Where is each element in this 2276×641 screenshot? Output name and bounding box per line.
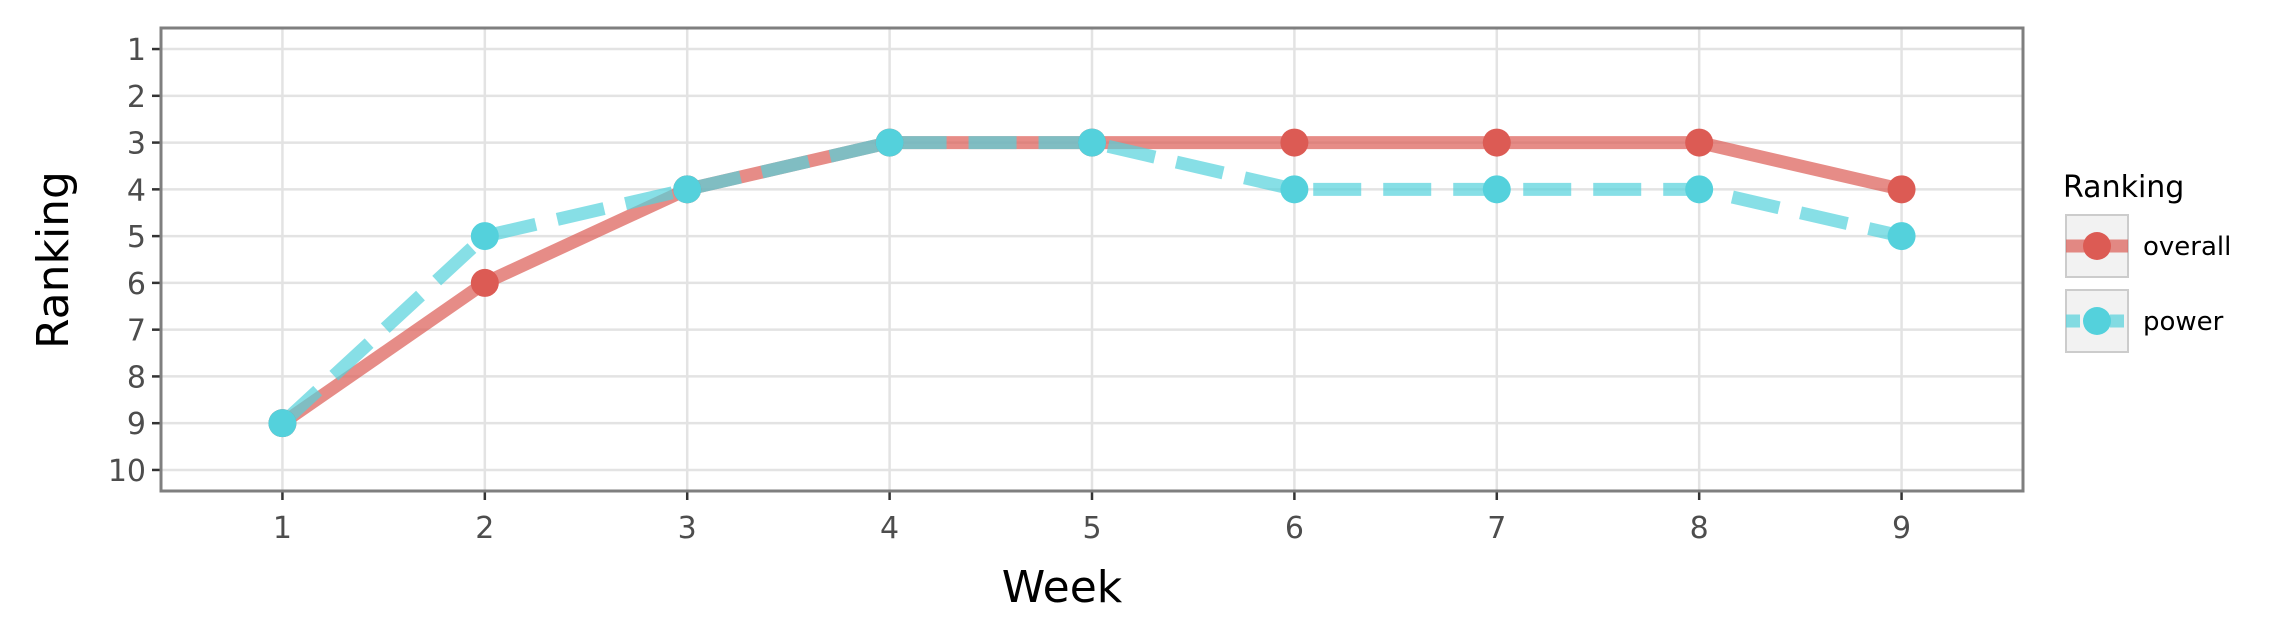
- y-tick-label: 4: [127, 173, 146, 208]
- legend-title: Ranking: [2063, 170, 2184, 205]
- data-point-power: [673, 175, 702, 204]
- x-tick-label: 9: [1892, 511, 1911, 546]
- x-tick-label: 8: [1690, 511, 1709, 546]
- y-tick-label: 6: [127, 267, 146, 302]
- y-tick-label: 10: [108, 454, 146, 489]
- data-point-power: [1685, 175, 1714, 204]
- legend-label: power: [2143, 307, 2224, 337]
- legend-item-overall: overall: [2065, 214, 2231, 278]
- y-tick-label: 5: [127, 220, 146, 255]
- legend-item-power: power: [2065, 289, 2224, 353]
- legend-label: overall: [2143, 232, 2231, 262]
- data-point-overall: [1482, 128, 1511, 157]
- data-point-overall: [1887, 175, 1916, 204]
- legend-key-point: [2083, 307, 2111, 335]
- x-tick-label: 5: [1082, 511, 1101, 546]
- y-axis-title: Ranking: [28, 171, 79, 349]
- data-point-power: [1887, 222, 1916, 251]
- data-point-overall: [470, 268, 499, 297]
- y-tick-label: 8: [127, 360, 146, 395]
- data-point-overall: [1685, 128, 1714, 157]
- legend: Ranking overall power: [2063, 170, 2231, 353]
- y-tick-label: 2: [127, 80, 146, 115]
- x-axis-title: Week: [1002, 562, 1123, 613]
- legend-key-point: [2083, 232, 2111, 260]
- y-tick-label: 1: [127, 33, 146, 68]
- series-points: [268, 128, 1916, 438]
- data-point-power: [470, 222, 499, 251]
- x-tick-label: 4: [880, 511, 899, 546]
- x-tick-labels: 1 2 3 4 5 6 7 8 9: [273, 511, 1911, 546]
- data-point-power: [268, 409, 297, 438]
- grid-lines: [161, 28, 2023, 491]
- x-tick-label: 3: [678, 511, 697, 546]
- series-line-power: [278, 136, 1904, 428]
- x-tick-label: 7: [1487, 511, 1506, 546]
- data-point-power: [1280, 175, 1309, 204]
- y-tick-label: 9: [127, 407, 146, 442]
- data-point-overall: [1280, 128, 1309, 157]
- data-point-power: [1078, 128, 1106, 157]
- legend-items: overall power: [2065, 214, 2231, 353]
- y-tick-label: 7: [127, 314, 146, 349]
- x-tick-label: 1: [273, 511, 292, 546]
- x-tick-label: 6: [1285, 511, 1304, 546]
- x-tick-label: 2: [475, 511, 494, 546]
- y-tick-label: 3: [127, 127, 146, 162]
- data-point-power: [875, 128, 904, 157]
- data-point-power: [1482, 175, 1511, 204]
- y-tick-labels: 1 2 3 4 5 6 7 8 9 10: [108, 33, 146, 489]
- panel-border: [159, 26, 2025, 493]
